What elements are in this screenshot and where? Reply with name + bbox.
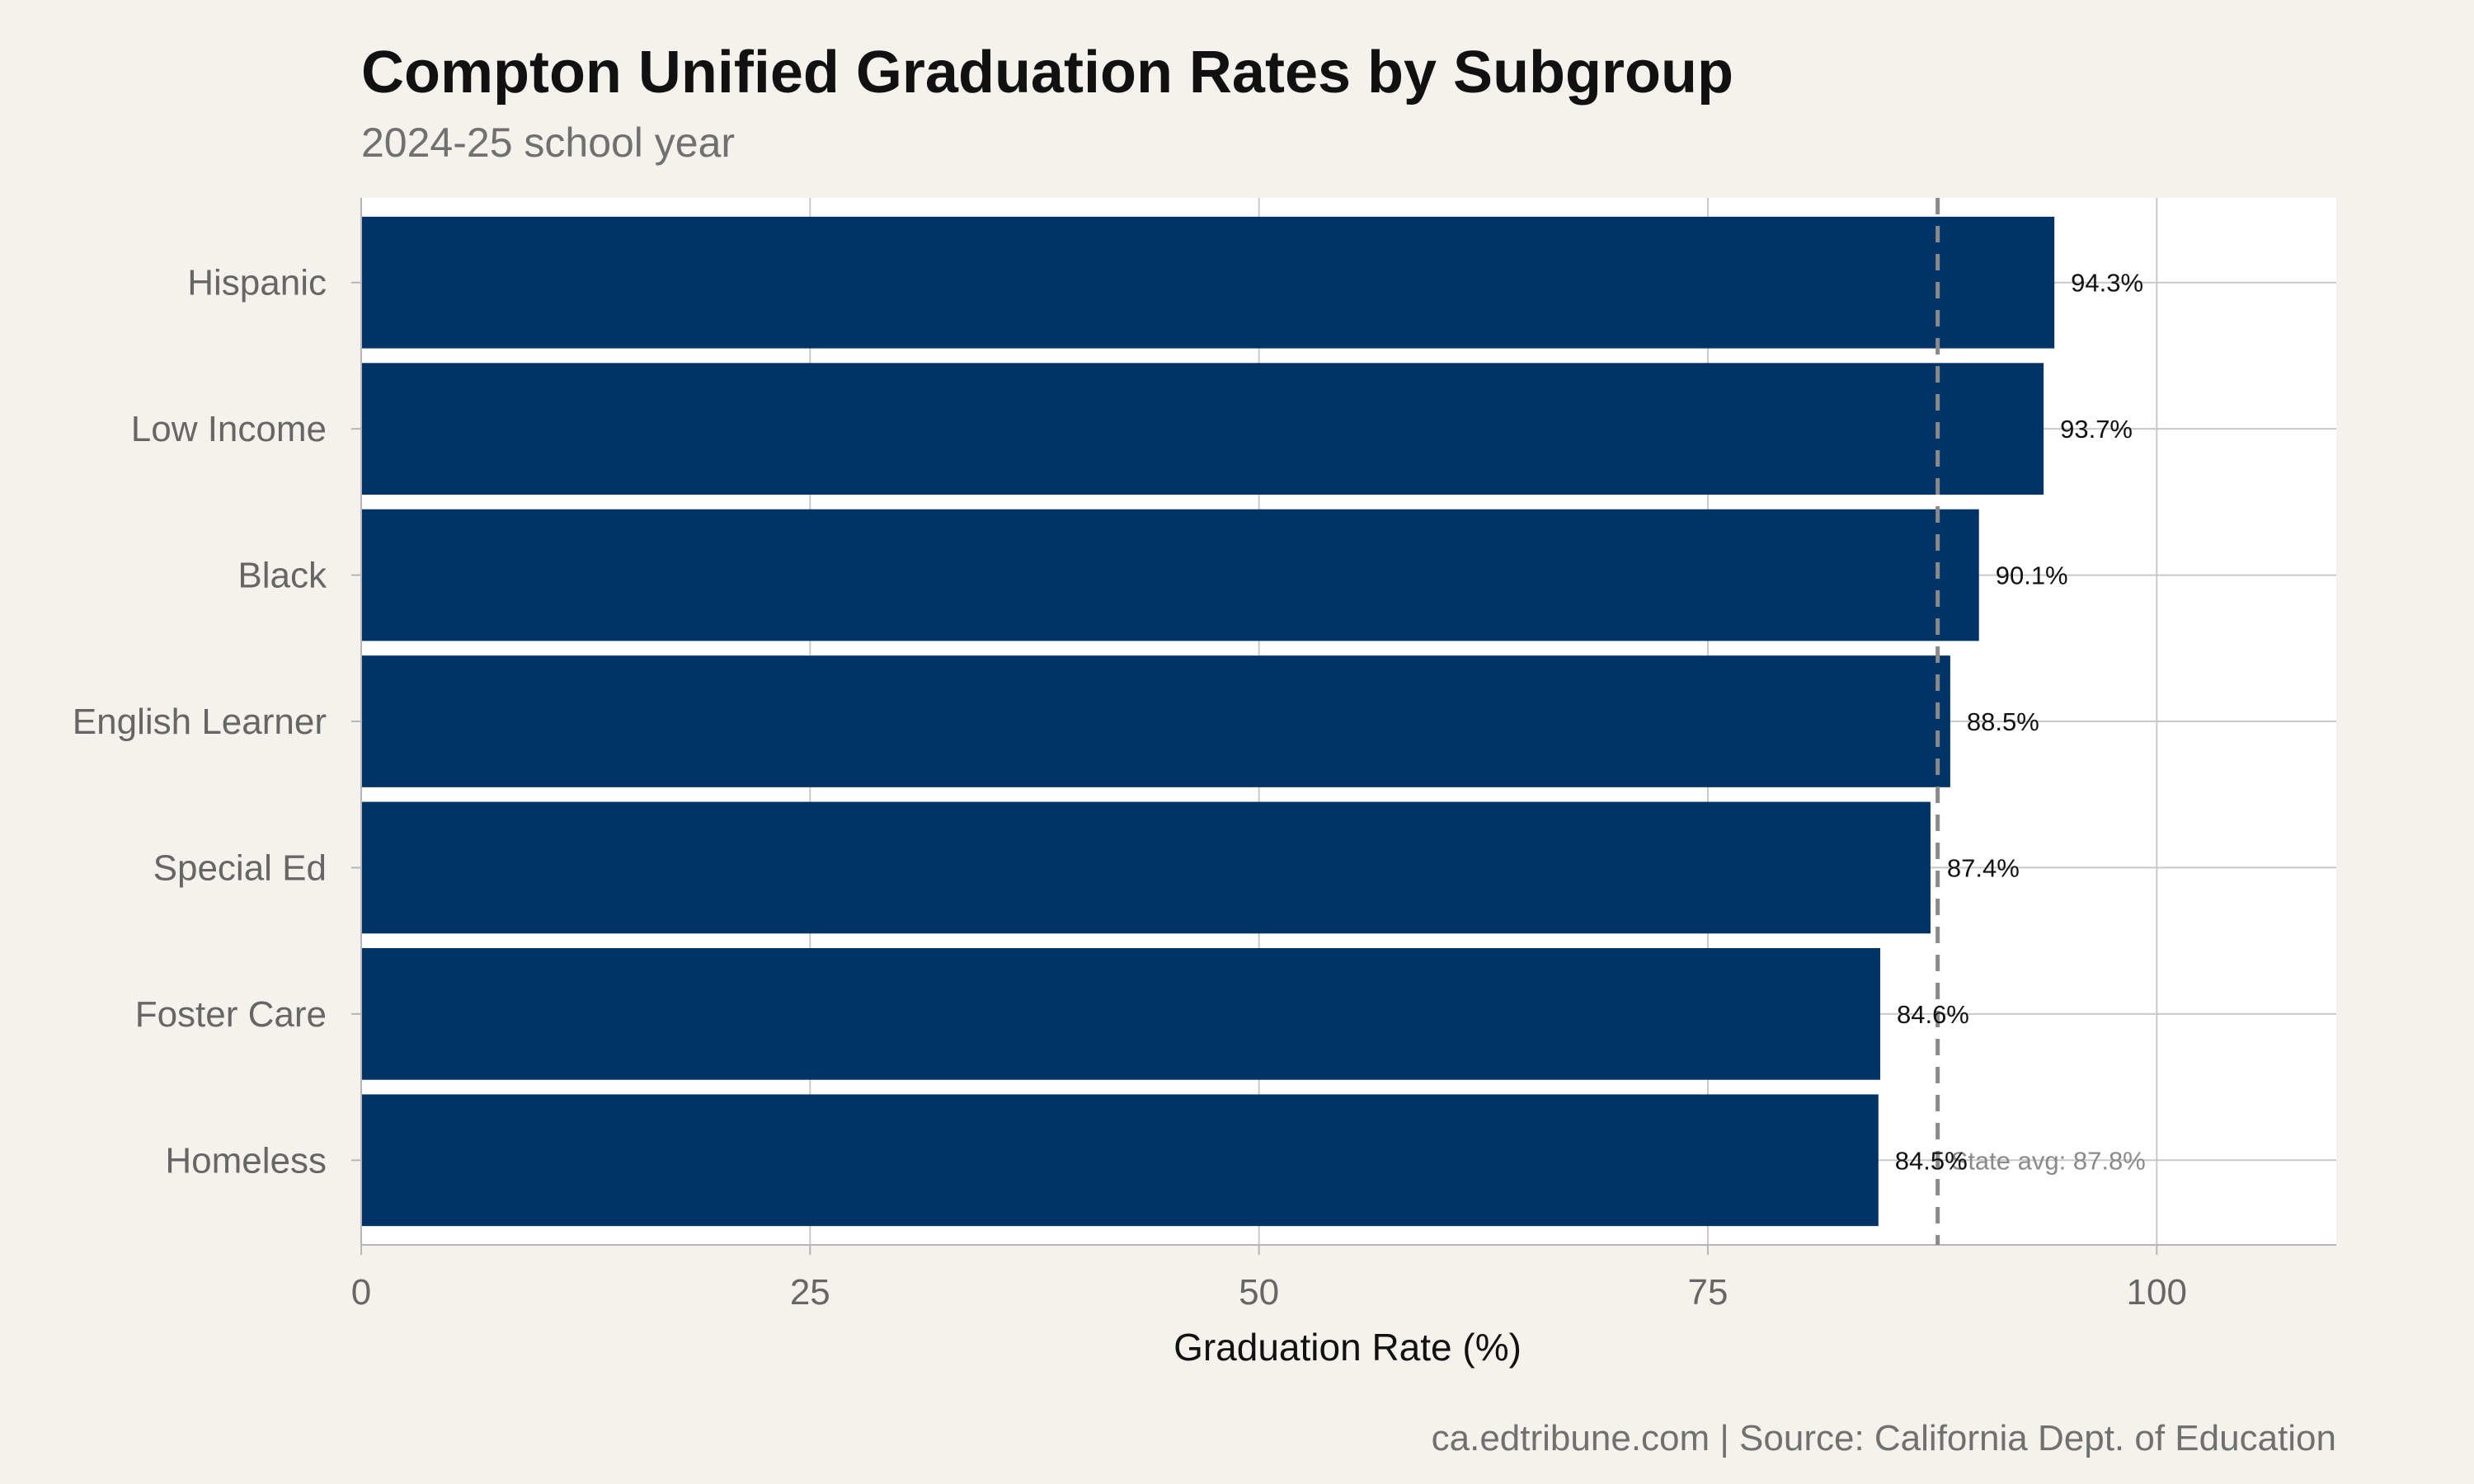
x-tick-label: 100 xyxy=(2127,1272,2187,1313)
value-label: 84.6% xyxy=(1897,1000,1969,1029)
bar xyxy=(361,216,2055,349)
value-label: 90.1% xyxy=(1996,561,2068,590)
category-label: Black xyxy=(238,556,327,596)
x-tick-label: 50 xyxy=(1239,1272,1279,1313)
bar xyxy=(361,655,1950,787)
reference-line-group: State avg: 87.8% xyxy=(1935,198,2146,1245)
value-label: 88.5% xyxy=(1967,707,2039,736)
x-tick-label: 0 xyxy=(351,1272,371,1313)
category-label: Special Ed xyxy=(153,848,327,888)
bar xyxy=(361,509,1979,641)
value-labels: 94.3% 93.7% 90.1% 88.5% 87.4% 84.6% 84.5% xyxy=(1895,269,2143,1176)
x-tick-label: 75 xyxy=(1687,1272,1728,1313)
value-label: 84.5% xyxy=(1895,1146,1968,1175)
category-label: Foster Care xyxy=(135,994,327,1035)
x-tick-label: 25 xyxy=(790,1272,830,1313)
category-label: Homeless xyxy=(165,1140,327,1181)
value-label: 93.7% xyxy=(2060,415,2133,444)
x-axis-title: Graduation Rate (%) xyxy=(1174,1326,1522,1369)
axes: 0 25 50 75 100 Hispanic Low Income Black English… xyxy=(73,198,2336,1313)
value-label: 94.3% xyxy=(2071,269,2143,298)
reference-line-label: State avg: 87.8% xyxy=(1951,1146,2146,1175)
chart-title: Compton Unified Graduation Rates by Subg… xyxy=(361,40,1733,106)
category-label: Low Income xyxy=(131,409,327,449)
chart-subtitle: 2024-25 school year xyxy=(361,120,735,166)
chart-caption: ca.edtribune.com | Source: California De… xyxy=(1432,1418,2336,1458)
category-label: Hispanic xyxy=(187,263,327,303)
bar xyxy=(361,801,1931,934)
category-label: English Learner xyxy=(73,702,327,742)
bars xyxy=(361,216,2055,1227)
bar xyxy=(361,1094,1879,1227)
bar xyxy=(361,363,2044,495)
value-label: 87.4% xyxy=(1947,853,2020,882)
bar xyxy=(361,948,1880,1080)
